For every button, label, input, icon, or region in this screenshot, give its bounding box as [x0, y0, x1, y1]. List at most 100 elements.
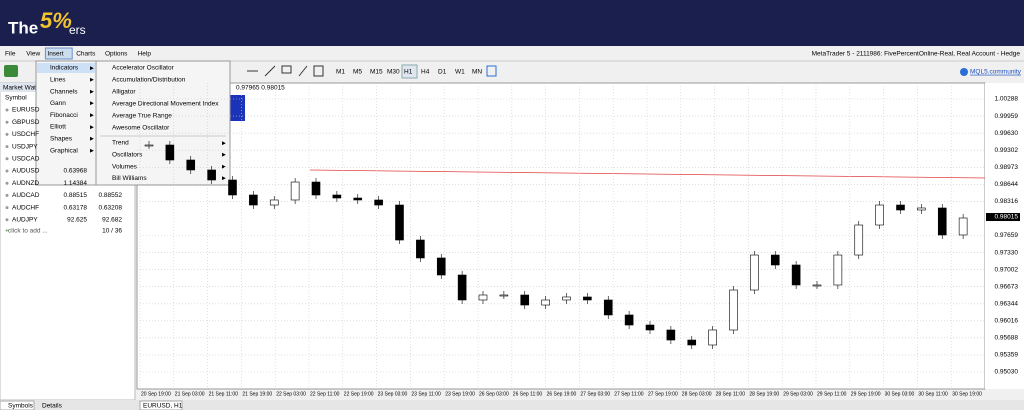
- date-label: 26 Sep 03:00: [479, 391, 509, 397]
- plus: +: [5, 228, 9, 235]
- price-label: 0.97330: [995, 249, 1019, 256]
- price-label: 0.95688: [995, 335, 1019, 342]
- price-label: 0.96344: [995, 300, 1019, 307]
- arrow: ▶: [90, 124, 94, 130]
- symbol-dot: [5, 169, 9, 173]
- candle: [457, 274, 467, 301]
- menu-item[interactable]: Trend: [112, 140, 129, 147]
- menu-item[interactable]: Gann: [50, 100, 66, 107]
- timeframe[interactable]: W1: [455, 69, 465, 76]
- timeframe[interactable]: D1: [438, 69, 447, 76]
- tab-label[interactable]: Symbols: [8, 403, 34, 410]
- menu-item[interactable]: Graphical: [50, 147, 78, 154]
- menu-item[interactable]: View: [26, 51, 40, 58]
- menu-item[interactable]: Charts: [76, 51, 96, 58]
- timeframe[interactable]: M15: [370, 69, 383, 76]
- date-label: 22 Sep 19:00: [344, 391, 374, 397]
- add-symbol[interactable]: click to add ...: [8, 228, 48, 235]
- date-label: 21 Sep 19:00: [242, 391, 272, 397]
- candle: [186, 159, 196, 171]
- logo: ers: [69, 23, 86, 37]
- symbol[interactable]: AUDUSD: [12, 168, 40, 175]
- date-label: 29 Sep 11:00: [817, 391, 847, 397]
- symbol[interactable]: EURUSD: [12, 107, 40, 114]
- symbol[interactable]: AUDCAD: [12, 192, 40, 199]
- menu-item[interactable]: Lines: [50, 77, 66, 84]
- chart-tab[interactable]: EURUSD, H1: [143, 403, 183, 410]
- candle: [624, 314, 634, 326]
- price-label: 0.98973: [995, 164, 1019, 171]
- symbol[interactable]: USDJPY: [12, 143, 38, 150]
- date-label: 30 Sep 11:00: [918, 391, 948, 397]
- date-label: 20 Sep 19:00: [141, 391, 171, 397]
- logo: The: [8, 18, 38, 37]
- current-price-box: [986, 213, 1020, 222]
- menu-item[interactable]: Insert: [47, 51, 63, 58]
- timeframe[interactable]: M5: [353, 69, 362, 76]
- arrow: ▶: [90, 77, 94, 83]
- candle: [436, 257, 446, 276]
- date-label: 28 Sep 03:00: [682, 391, 712, 397]
- timeframe[interactable]: M1: [336, 69, 345, 76]
- bid: 0.63178: [64, 204, 88, 211]
- arrow: ▶: [90, 148, 94, 154]
- menu-item[interactable]: Average True Range: [112, 113, 172, 120]
- bottom-bar: [0, 400, 1024, 410]
- menu-item[interactable]: Volumes: [112, 163, 138, 170]
- symbol[interactable]: GBPUSD: [12, 119, 40, 126]
- timeframe[interactable]: MN: [472, 69, 482, 76]
- toolbar-icons: [247, 65, 497, 77]
- candle: [228, 179, 237, 196]
- menu-item[interactable]: Fibonacci: [50, 112, 78, 119]
- menu-item[interactable]: Alligator: [112, 89, 136, 96]
- date-label: 21 Sep 11:00: [209, 391, 239, 397]
- menu-item[interactable]: Help: [138, 51, 152, 58]
- candle: [374, 199, 383, 206]
- menu-item[interactable]: Shapes: [50, 136, 73, 143]
- menu-item[interactable]: Awesome Oscillator: [112, 125, 170, 132]
- menu-item[interactable]: Bill Williams: [112, 175, 147, 182]
- timeframe[interactable]: M30: [387, 69, 400, 76]
- price-label: 0.99302: [995, 147, 1019, 154]
- bid: 1.14384: [64, 180, 88, 187]
- tf-active: [401, 64, 418, 79]
- symbol[interactable]: AUDJPY: [12, 217, 38, 224]
- symbol[interactable]: USDCAD: [12, 156, 40, 163]
- symbol-dot: [5, 145, 9, 149]
- candle: [770, 254, 780, 266]
- menu-item[interactable]: Oscillators: [112, 152, 143, 159]
- timeframe[interactable]: H1: [404, 69, 413, 76]
- symbol[interactable]: AUDCHF: [12, 204, 39, 211]
- community-link[interactable]: MQL5.community: [970, 69, 1022, 76]
- candle: [269, 199, 279, 206]
- menu-item[interactable]: Channels: [50, 88, 78, 95]
- candle: [395, 204, 404, 241]
- price-axis: [985, 83, 1024, 389]
- date-label: 23 Sep 11:00: [411, 391, 441, 397]
- menu-highlight: [37, 63, 95, 73]
- date-label: 26 Sep 11:00: [513, 391, 543, 397]
- symbol[interactable]: AUDNZD: [12, 180, 39, 187]
- menu-item[interactable]: Average Directional Movement Index: [112, 101, 219, 108]
- menu-item[interactable]: Accumulation/Distribution: [112, 77, 186, 84]
- date-label: 22 Sep 11:00: [310, 391, 340, 397]
- date-label: 29 Sep 03:00: [783, 391, 813, 397]
- symbol-dot: [5, 206, 9, 210]
- tab-label[interactable]: Details: [42, 403, 63, 410]
- candle: [478, 294, 488, 301]
- menu-item[interactable]: File: [5, 51, 16, 58]
- menu-item[interactable]: Options: [105, 51, 128, 58]
- candle: [249, 194, 258, 206]
- price-label: 0.99959: [995, 113, 1019, 120]
- menu-item[interactable]: Elliott: [50, 124, 66, 131]
- timeframe[interactable]: H4: [421, 69, 430, 76]
- menu-item[interactable]: Accelerator Oscillator: [112, 65, 175, 72]
- symbol[interactable]: USDCHF: [12, 131, 39, 138]
- price-label: 1.00288: [995, 96, 1019, 103]
- candle: [541, 299, 550, 306]
- window-title: MetaTrader 5 - 2111986: FivePercentOnlin…: [812, 51, 1021, 58]
- price-label: 0.99630: [995, 130, 1019, 137]
- menu-item[interactable]: Indicators: [50, 65, 79, 72]
- bid: 0.88515: [64, 192, 88, 199]
